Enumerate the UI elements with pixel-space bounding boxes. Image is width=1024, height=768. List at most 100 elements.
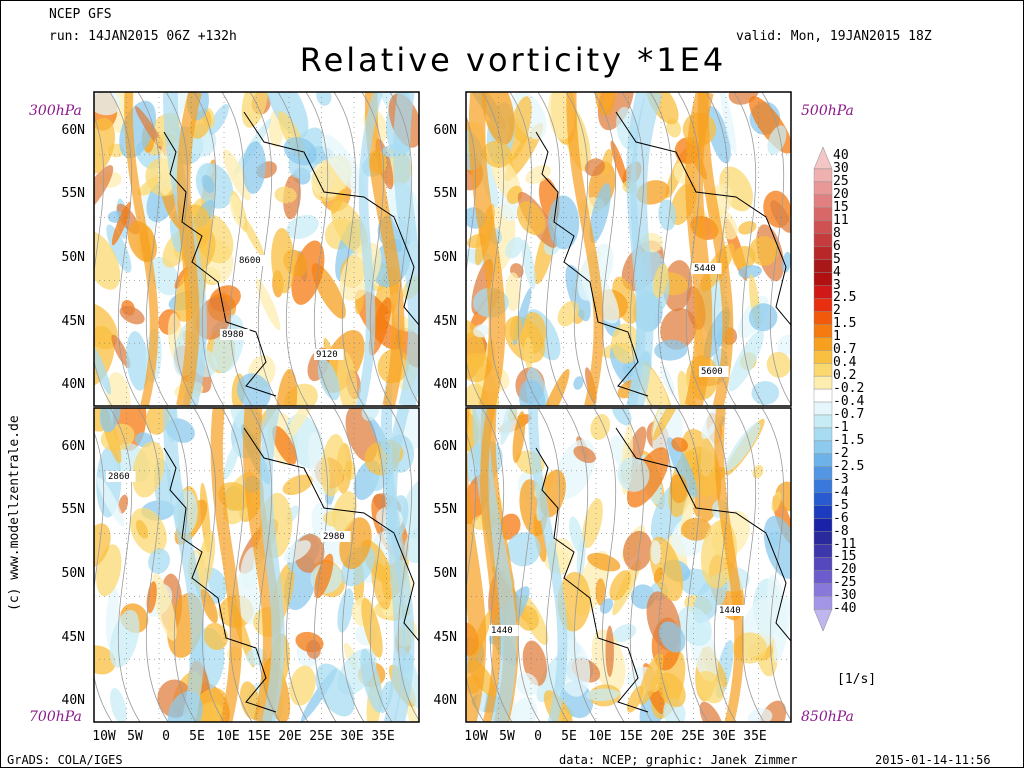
model-label: NCEP GFS xyxy=(49,7,112,22)
colorbar-tick-label: -0.2 xyxy=(833,381,865,397)
colorbar-cell xyxy=(813,401,833,416)
colorbar-tick-label: 40 xyxy=(833,148,849,163)
lon-tick-label: 25E xyxy=(309,729,333,744)
colorbar-tick-label: -8 xyxy=(833,523,849,539)
lon-tick-label: 35E xyxy=(743,729,767,744)
lat-tick-label: 55N xyxy=(61,502,85,517)
colorbar-tick-label: -0.7 xyxy=(833,407,865,422)
colorbar-tick-label: 2.5 xyxy=(833,290,857,306)
lat-tick-label: 50N xyxy=(61,250,85,265)
contour-label: 2980 xyxy=(323,532,345,542)
map-panel-2 xyxy=(466,92,791,406)
colorbar-cell xyxy=(813,531,833,545)
colorbar-cell xyxy=(813,220,833,234)
colorbar-tick-label: 15 xyxy=(833,199,849,215)
contour-label: 1440 xyxy=(491,626,513,636)
lat-tick-label: 55N xyxy=(433,186,457,201)
chart-title: Relative vorticity *1E4 xyxy=(299,41,727,79)
colorbar-cell xyxy=(813,427,833,442)
colorbar-tick-label: 30 xyxy=(833,160,849,176)
lat-tick-label: 45N xyxy=(61,630,85,645)
colorbar-tick-label: 5 xyxy=(833,251,841,267)
lat-tick-label: 55N xyxy=(433,502,457,517)
colorbar-tick-label: -40 xyxy=(833,601,857,617)
colorbar-tick-label: 20 xyxy=(833,186,849,202)
footer-timestamp: 2015-01-14-11:56 xyxy=(875,753,991,767)
lon-tick-label: 5E xyxy=(189,729,205,744)
lat-tick-label: 45N xyxy=(433,630,457,645)
colorbar-tick-label: 2 xyxy=(833,303,841,319)
colorbar-cell xyxy=(813,453,833,468)
contour-label: 8600 xyxy=(239,256,261,266)
colorbar-cell xyxy=(813,168,833,183)
run-label: run: 14JAN2015 06Z +132h xyxy=(49,29,237,44)
colorbar-cell xyxy=(813,557,833,571)
colorbar-tick-label: -1.5 xyxy=(833,432,865,448)
colorbar-cell xyxy=(813,388,833,403)
colorbar-cell xyxy=(813,363,833,377)
colorbar-tick-label: 8 xyxy=(833,225,841,241)
lat-tick-label: 50N xyxy=(433,250,457,265)
colorbar-tick-label: 1.5 xyxy=(833,316,857,332)
colorbar-tick-label: 0.2 xyxy=(833,368,857,384)
lon-tick-label: 15E xyxy=(247,729,271,744)
colorbar-cell xyxy=(813,466,833,480)
level-label-850: 850hPa xyxy=(801,709,854,725)
colorbar-cell xyxy=(813,375,833,390)
colorbar-tick-label: -20 xyxy=(833,562,857,578)
panel-frame xyxy=(465,91,792,407)
colorbar-cell xyxy=(813,505,833,519)
lat-tick-label: 40N xyxy=(61,377,85,392)
lon-tick-label: 0 xyxy=(162,729,170,744)
level-label-700: 700hPa xyxy=(29,709,82,725)
colorbar-cell xyxy=(813,259,833,273)
contour-label: 2860 xyxy=(108,472,130,482)
lon-tick-label: 5W xyxy=(499,729,515,744)
colorbar-tick-label: -4 xyxy=(833,484,849,500)
colorbar-cell xyxy=(813,518,833,532)
colorbar-cell xyxy=(813,194,833,209)
map-panel-1 xyxy=(94,92,419,406)
colorbar-tick-label: -2 xyxy=(833,445,849,461)
colorbar-unit: [1/s] xyxy=(837,672,877,687)
valid-label: valid: Mon, 19JAN2015 18Z xyxy=(736,29,932,44)
colorbar-tick-label: -1 xyxy=(833,419,849,435)
colorbar-tick-label: -25 xyxy=(833,575,857,591)
colorbar-tick-label: -5 xyxy=(833,497,849,513)
colorbar-tick-label: 6 xyxy=(833,238,841,254)
level-label-500: 500hPa xyxy=(801,103,854,119)
lon-tick-label: 25E xyxy=(681,729,705,744)
colorbar-cell xyxy=(813,440,833,455)
lon-tick-label: 10W xyxy=(464,729,488,744)
lon-tick-label: 35E xyxy=(371,729,395,744)
lat-tick-label: 60N xyxy=(433,439,457,454)
colorbar-cell xyxy=(813,596,833,610)
contour-label: 9120 xyxy=(316,350,338,360)
lon-tick-label: 30E xyxy=(340,729,364,744)
colorbar-tick-label: 0.7 xyxy=(833,342,857,358)
panel-frame xyxy=(465,407,792,723)
contour-label: 5440 xyxy=(694,264,716,274)
colorbar-tick-label: 0.4 xyxy=(833,355,857,371)
lat-tick-label: 60N xyxy=(433,123,457,138)
lat-tick-label: 55N xyxy=(61,186,85,201)
colorbar-tick-label: -11 xyxy=(833,536,857,552)
colorbar-tick-label: -6 xyxy=(833,510,849,526)
colorbar-tick-label: -0.4 xyxy=(833,394,865,410)
map-panel-4 xyxy=(466,408,791,722)
footer-credits: data: NCEP; graphic: Janek Zimmer xyxy=(559,753,798,767)
lon-tick-label: 10W xyxy=(92,729,116,744)
level-label-300: 300hPa xyxy=(29,103,82,119)
lon-tick-label: 5W xyxy=(127,729,143,744)
colorbar-cell xyxy=(813,285,833,299)
lat-tick-label: 40N xyxy=(433,693,457,708)
footer-software: GrADS: COLA/IGES xyxy=(7,753,123,767)
lon-tick-label: 15E xyxy=(619,729,643,744)
contour-label: 8980 xyxy=(222,330,244,340)
lat-tick-label: 40N xyxy=(433,377,457,392)
lat-tick-label: 40N xyxy=(61,693,85,708)
lat-tick-label: 60N xyxy=(61,439,85,454)
colorbar-cell xyxy=(813,609,833,632)
lon-tick-label: 20E xyxy=(278,729,302,744)
